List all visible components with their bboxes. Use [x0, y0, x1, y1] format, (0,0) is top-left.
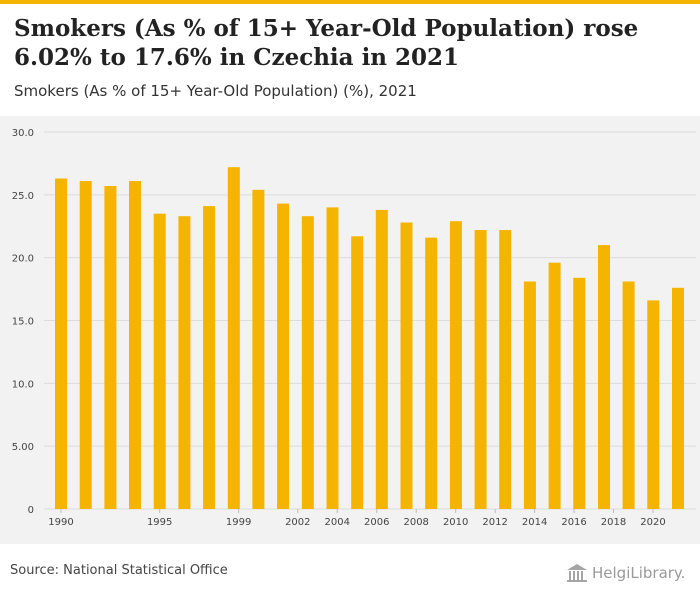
bar	[252, 189, 265, 510]
bar	[326, 207, 339, 509]
bar	[598, 245, 610, 509]
y-tick-label: 20.0	[12, 254, 34, 265]
bar	[129, 181, 141, 509]
bar	[178, 216, 191, 509]
bar	[672, 287, 684, 509]
source-note: Source: National Statistical Office	[10, 563, 228, 578]
x-tick-label: 2006	[364, 517, 389, 528]
bar	[400, 222, 413, 509]
chart-subtitle: Smokers (As % of 15+ Year-Old Population…	[14, 82, 417, 100]
x-axis-labels: 1990 1995 1999 2002 2004 2006 2008 2010 2012 2014…	[48, 509, 666, 528]
x-tick-label: 2002	[285, 517, 310, 528]
x-tick-label: 2018	[601, 517, 626, 528]
bar	[548, 262, 561, 509]
bar	[203, 206, 216, 509]
x-tick-label: 2010	[443, 517, 468, 528]
x-tick-label: 2014	[522, 517, 547, 528]
bar-chart: 0 5.00 10.0 15.0 20.0 25.0 30.0 1990 1995 1999 20…	[12, 128, 696, 528]
bar	[499, 230, 512, 509]
y-axis-labels: 0 5.00 10.0 15.0 20.0 25.0 30.0	[12, 128, 34, 516]
x-tick-label: 2012	[482, 517, 507, 528]
bar	[622, 281, 635, 509]
bar-layer	[55, 167, 684, 510]
x-tick-label: 2016	[561, 517, 586, 528]
x-tick-label: 1999	[226, 517, 251, 528]
bar	[277, 203, 290, 509]
bar	[375, 209, 388, 509]
x-tick-label: 1990	[48, 517, 73, 528]
bar	[474, 230, 487, 509]
logo-text: HelgiLibrary.	[592, 564, 686, 582]
bar	[104, 186, 117, 509]
y-tick-label: 10.0	[12, 379, 34, 390]
bar	[301, 216, 314, 509]
bar	[79, 181, 92, 509]
bar	[153, 213, 166, 509]
bar	[55, 178, 67, 509]
x-tick-label: 2020	[640, 517, 665, 528]
y-tick-label: 25.0	[12, 191, 34, 202]
library-building-icon	[567, 564, 587, 582]
y-tick-label: 0	[28, 505, 34, 516]
helgilibrary-logo: HelgiLibrary.	[566, 561, 685, 585]
y-tick-label: 30.0	[12, 128, 34, 139]
bar	[573, 277, 586, 509]
bar	[647, 300, 660, 509]
bar	[425, 237, 438, 509]
bar	[523, 281, 536, 509]
x-tick-label: 2004	[325, 517, 350, 528]
grid-layer	[44, 131, 696, 510]
bar	[351, 236, 364, 510]
bar	[227, 167, 240, 509]
bar	[449, 221, 462, 509]
x-tick-label: 1995	[147, 517, 172, 528]
y-tick-label: 5.00	[12, 442, 34, 453]
y-tick-label: 15.0	[12, 317, 34, 328]
x-tick-label: 2008	[403, 517, 428, 528]
chart-title: Smokers (As % of 15+ Year-Old Population…	[14, 15, 639, 71]
top-accent-bar	[0, 0, 700, 4]
